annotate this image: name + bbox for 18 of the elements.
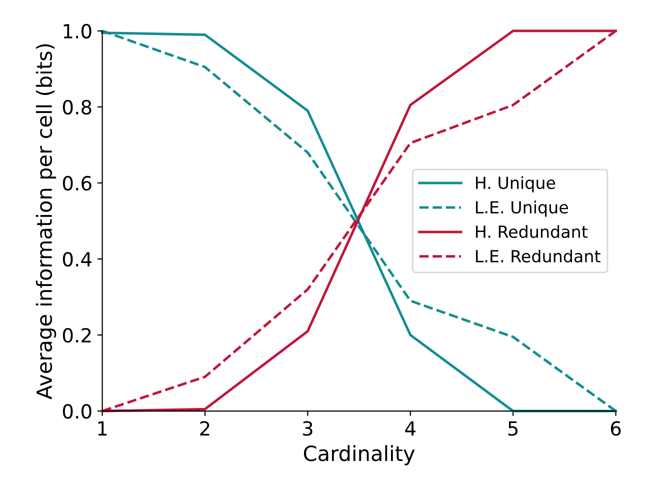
legend-label: L.E. Unique (476, 200, 568, 217)
x-tick-label: 5 (508, 421, 518, 436)
y-tick-label: 0.4 (62, 252, 92, 267)
x-tick-label: 6 (610, 421, 621, 436)
y-tick-label: 0.0 (62, 404, 92, 419)
x-tick-label: 1 (98, 421, 107, 436)
x-tick-label: 4 (405, 421, 416, 436)
x-axis-title: Cardinality (304, 445, 415, 466)
y-tick-label: 0.2 (62, 328, 91, 343)
y-tick-label: 0.8 (62, 100, 92, 115)
legend-label: H. Unique (476, 176, 556, 192)
y-tick-label: 1.0 (64, 24, 92, 39)
legend-label: H. Redundant (476, 225, 588, 238)
x-tick-label: 2 (200, 421, 210, 436)
y-tick-label: 0.6 (62, 176, 92, 191)
x-tick-label: 3 (302, 421, 312, 436)
y-axis-title: Average information per cell (bits) (36, 44, 56, 400)
legend-label: L.E. Redundant (476, 250, 600, 263)
